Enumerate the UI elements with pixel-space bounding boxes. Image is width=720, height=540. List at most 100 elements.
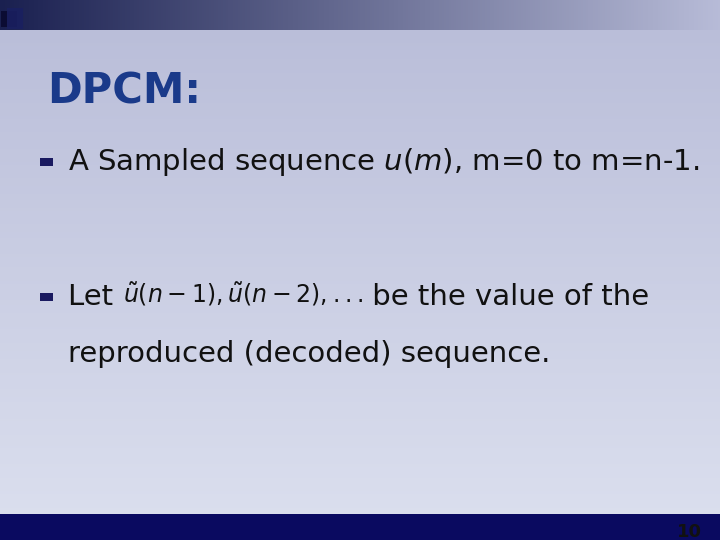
Bar [0, 116, 720, 119]
Bar [0, 197, 720, 200]
Bar [362, 0, 365, 30]
Bar [0, 429, 720, 432]
Bar [197, 0, 199, 30]
Bar [374, 0, 377, 30]
Bar [0, 173, 720, 176]
Bar [305, 0, 307, 30]
Bar [99, 0, 101, 30]
Bar [0, 375, 720, 378]
Bar [204, 0, 207, 30]
Bar [202, 0, 204, 30]
Bar [89, 0, 91, 30]
Bar [0, 76, 720, 78]
Bar [0, 397, 720, 400]
Bar [576, 0, 578, 30]
Bar [0, 138, 720, 140]
Bar [149, 0, 151, 30]
Bar [0, 405, 720, 408]
Bar [223, 0, 225, 30]
Bar [0, 221, 720, 224]
Bar [120, 0, 122, 30]
Bar [0, 111, 720, 113]
Bar [235, 0, 238, 30]
Bar [315, 0, 317, 30]
Bar [0, 262, 720, 265]
Bar [0, 467, 720, 470]
Bar [281, 0, 283, 30]
Bar [0, 97, 720, 100]
Bar [34, 0, 36, 30]
Bar [91, 0, 94, 30]
Bar [477, 0, 480, 30]
Bar [125, 0, 127, 30]
Bar [672, 0, 675, 30]
Bar [0, 119, 720, 122]
Bar [430, 0, 432, 30]
Bar [245, 0, 247, 30]
Bar [0, 481, 720, 483]
Bar [0, 94, 720, 97]
Bar [0, 292, 720, 294]
Bar [639, 0, 641, 30]
Bar [667, 0, 670, 30]
Bar [142, 0, 144, 30]
Bar [413, 0, 415, 30]
Bar [0, 176, 720, 178]
Bar [703, 0, 706, 30]
Bar [0, 22, 720, 24]
Bar [0, 219, 720, 221]
Bar [660, 0, 662, 30]
Bar [0, 113, 720, 116]
Bar [67, 0, 70, 30]
Bar [156, 0, 158, 30]
Bar [0, 346, 720, 348]
Bar [144, 0, 146, 30]
Bar [0, 211, 720, 213]
Bar [0, 381, 720, 383]
Bar [0, 437, 720, 440]
Bar [22, 0, 24, 30]
Bar [153, 0, 156, 30]
Bar [581, 0, 583, 30]
Bar [0, 535, 720, 537]
Bar [0, 359, 720, 362]
Bar [684, 0, 686, 30]
Bar [0, 178, 720, 181]
Bar [0, 518, 720, 521]
Bar [0, 165, 720, 167]
Bar [0, 16, 720, 19]
Bar [420, 0, 423, 30]
Bar [218, 0, 221, 30]
Bar [122, 0, 125, 30]
Bar [211, 0, 214, 30]
Bar [670, 0, 672, 30]
Bar [0, 105, 720, 108]
Bar [0, 8, 720, 11]
Bar [504, 0, 506, 30]
Bar [0, 130, 720, 132]
Bar [41, 0, 43, 30]
Bar [0, 300, 720, 302]
Bar [0, 159, 720, 162]
Bar [0, 464, 720, 467]
Bar [14, 0, 17, 30]
Text: 10: 10 [677, 523, 702, 540]
Bar [583, 0, 585, 30]
Bar [271, 0, 274, 30]
Bar [0, 103, 720, 105]
Bar [166, 0, 168, 30]
Bar [662, 0, 665, 30]
Bar [698, 0, 701, 30]
Bar [0, 200, 720, 202]
Bar [194, 0, 197, 30]
Bar [0, 378, 720, 381]
Text: Let: Let [68, 283, 123, 311]
Bar [567, 0, 569, 30]
Bar [382, 0, 384, 30]
Bar [146, 0, 149, 30]
Text: reproduced (decoded) sequence.: reproduced (decoded) sequence. [68, 340, 551, 368]
Bar [0, 489, 720, 491]
Bar [0, 308, 720, 310]
Bar [585, 0, 588, 30]
Bar [106, 0, 108, 30]
